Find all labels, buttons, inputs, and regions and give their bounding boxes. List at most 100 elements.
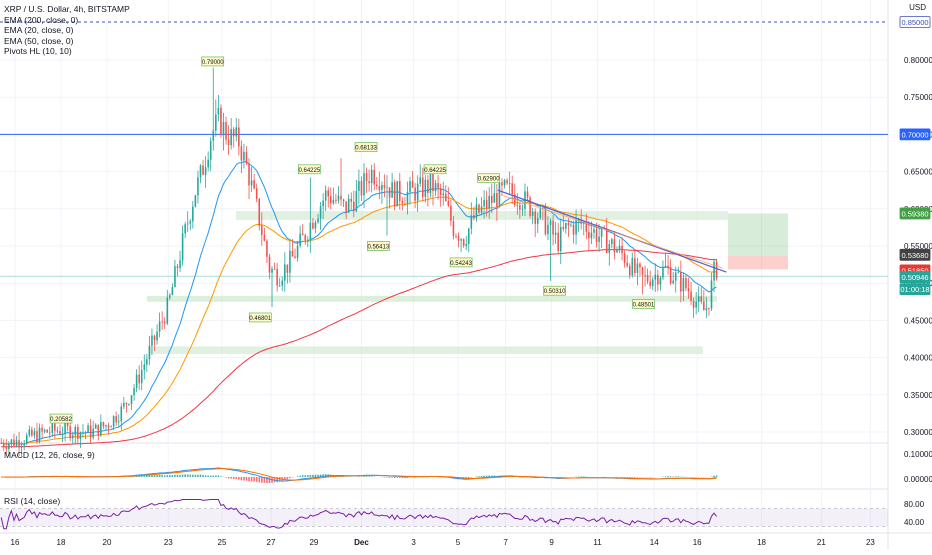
candle-down [274,263,276,270]
tag-top-dashed: 0.85000 [900,17,930,28]
time-tick-label: 16 [11,538,20,547]
macd-histogram-bar [713,476,715,477]
candle-down [264,228,266,242]
candle-up [62,427,64,442]
candle-body [368,181,370,183]
macd-histogram-bar [248,477,250,481]
macd-histogram-bar [241,477,243,480]
candle-body [491,196,493,203]
candle-body [685,278,687,288]
candle-body [335,200,337,201]
pivot-text: 0.48501 [633,303,655,309]
pivot-labels: 0.790000.205820.642250.681330.642250.629… [50,57,655,423]
candle-body [614,239,616,252]
candle-body [700,296,702,301]
candle-body [570,225,572,226]
candle-body [683,278,685,292]
macd-histogram-bar [195,475,197,477]
pivot-high-label: 0.68133 [355,143,378,152]
candle-up [205,156,207,188]
candle-body [11,440,13,444]
candle-body [381,185,383,190]
candle-body [588,232,590,239]
candle-body [218,108,220,115]
candle-up [476,197,478,222]
currency-label[interactable]: USD [909,3,926,12]
candle-body [164,322,166,324]
macd-histogram-bar [233,477,235,479]
tag-target-text: 0.59380 [901,209,928,218]
candle-body [136,375,138,388]
candle-body [187,224,189,225]
candle-body [404,204,406,205]
legend-pivots[interactable]: Pivots HL (10, 10) [4,46,130,57]
pivot-high-label: 0.64225 [298,165,321,174]
candle-body [177,266,179,268]
candle-up [619,239,621,253]
candle-up [149,336,151,365]
candle-down [506,178,508,185]
candles[interactable] [0,67,717,456]
candle-up [652,277,654,290]
candle-body [611,239,613,244]
pivot-text: 0.62900 [478,177,500,183]
candle-down [266,239,268,263]
candle-down [340,158,342,206]
candle-body [343,200,345,202]
macd-title[interactable]: MACD (12, 26, close, 9) [4,450,95,460]
rsi-title[interactable]: RSI (14, close) [4,496,60,506]
candle-down [379,172,381,199]
macd-histogram-bar [205,475,207,477]
trendlines[interactable] [498,190,726,272]
candle-up [417,175,419,212]
tag-resistance-text: 0.70000 [901,130,928,139]
candle-body [517,205,519,206]
candle-body [399,181,401,201]
candle-body [621,246,623,254]
candle-body [583,223,585,224]
candle-body [26,435,28,443]
rsi-band [0,509,888,527]
time-tick-label: 16 [693,538,702,547]
candle-up [601,227,603,248]
candle-body [258,199,260,226]
candle-down [103,422,105,429]
candle-body [21,446,23,448]
candle-up [609,240,611,265]
symbol-title[interactable]: XRP / U.S. Dollar, 4h, BITSTAMP [4,4,130,15]
candle-body [391,182,393,197]
candle-body [537,218,539,224]
candle-body [670,267,672,283]
price-tick-label: 0.40000 [904,354,932,363]
candle-body [128,404,130,405]
candle-body [435,183,437,191]
candle-body [407,192,409,205]
candle-up [179,251,181,272]
candle-body [315,222,317,228]
candle-body [202,166,204,175]
legend-ema-50[interactable]: EMA (50, close, 0) [4,36,130,47]
candle-up [338,186,340,204]
tag-countdown: 01:00:18 [900,284,930,295]
legend-ema-20[interactable]: EMA (20, close, 0) [4,25,130,36]
pivot-high-label: 0.20582 [50,414,72,423]
candle-body [593,229,595,232]
candle-up [133,384,135,401]
candle-down [138,365,140,390]
candle-body [312,223,314,229]
candle-body [276,269,278,286]
candle-down [634,249,636,276]
pivot-low-label: 0.50310 [544,286,567,295]
candle-down [629,263,631,279]
candle-body [460,239,462,241]
candle-body [0,443,2,444]
candle-up [284,252,286,292]
candle-body [169,295,171,298]
pivot-high-label: 0.64225 [424,165,447,174]
legend-ema-200[interactable]: EMA (200, close, 0) [4,15,130,26]
candle-down [389,187,391,208]
macd-histogram-bar [391,477,393,478]
